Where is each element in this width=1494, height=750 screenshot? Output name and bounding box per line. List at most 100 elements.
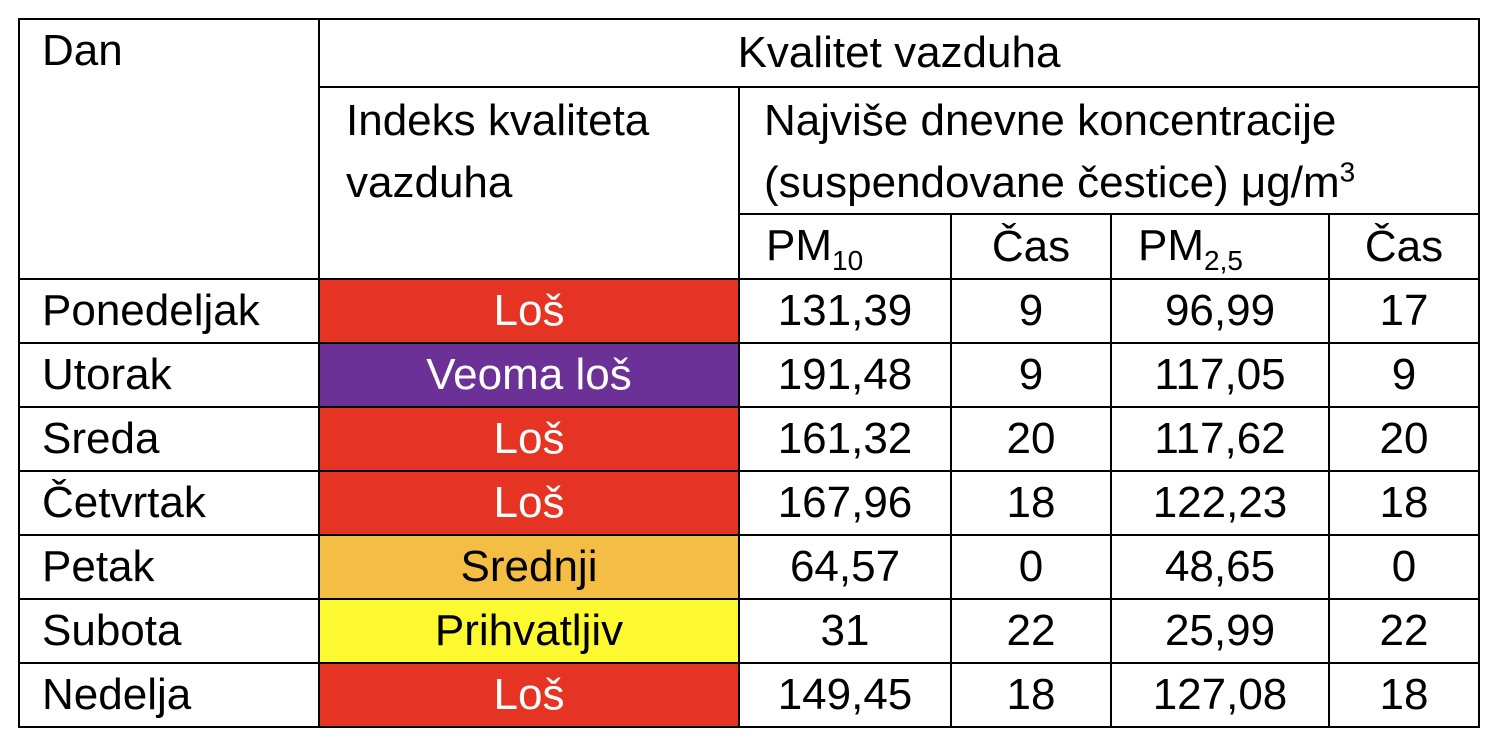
value: 22 [1379, 606, 1429, 655]
value: 0 [1391, 542, 1417, 591]
value: 127,08 [1152, 670, 1288, 719]
header-air-quality: Kvalitet vazduha [318, 18, 1480, 88]
value: 17 [1379, 286, 1429, 335]
value: 96,99 [1164, 286, 1276, 335]
header-time: Čas [950, 213, 1112, 280]
header-text: Kvalitet vazduha [737, 28, 1061, 77]
index-label: Loš [493, 670, 565, 719]
value: 117,62 [1154, 414, 1286, 463]
value-cell: 191,48 [738, 342, 952, 408]
day-cell: Petak [18, 534, 320, 600]
value-cell: 167,96 [738, 470, 952, 536]
value: 25,99 [1164, 606, 1276, 655]
value: 131,39 [777, 286, 913, 335]
index-cell: Loš [318, 278, 740, 344]
day-cell: Ponedeljak [18, 278, 320, 344]
day: Nedelja [42, 670, 192, 719]
value-cell: 20 [1328, 406, 1480, 472]
index-cell: Veoma loš [318, 342, 740, 408]
value: 64,57 [789, 542, 901, 591]
value-cell: 64,57 [738, 534, 952, 600]
index-label: Loš [493, 286, 565, 335]
value-cell: 18 [950, 662, 1112, 728]
value: 48,65 [1164, 542, 1276, 591]
value-cell: 20 [950, 406, 1112, 472]
day-cell: Nedelja [18, 662, 320, 728]
index-cell: Loš [318, 406, 740, 472]
value-cell: 31 [738, 598, 952, 664]
header-text: Čas [1364, 221, 1444, 271]
value-cell: 9 [950, 278, 1112, 344]
value-cell: 117,62 [1110, 406, 1330, 472]
value: 9 [1018, 350, 1044, 399]
value: 20 [1379, 414, 1429, 463]
value: 161,32 [777, 414, 913, 463]
subscript: 10 [832, 244, 864, 276]
value-cell: 25,99 [1110, 598, 1330, 664]
value-cell: 122,23 [1110, 470, 1330, 536]
day-cell: Sreda [18, 406, 320, 472]
value-cell: 9 [1328, 342, 1480, 408]
value-cell: 18 [1328, 470, 1480, 536]
header-line: Indeks kvaliteta [346, 96, 650, 145]
day-cell: Utorak [18, 342, 320, 408]
header-concentration: Najviše dnevne koncentracije (suspendovan… [738, 86, 1480, 215]
value: 22 [1006, 606, 1056, 655]
value: 18 [1006, 670, 1056, 719]
index-label: Veoma loš [426, 350, 632, 399]
header-pm10: PM10 [738, 213, 952, 280]
value: 122,23 [1152, 478, 1288, 527]
value: 191,48 [777, 350, 913, 399]
header-text: Dan [42, 26, 123, 75]
value: 117,05 [1154, 350, 1286, 399]
value: 20 [1006, 414, 1056, 463]
header-line: Najviše dnevne koncentracije [764, 96, 1337, 145]
day-cell: Četvrtak [18, 470, 320, 536]
index-label: Loš [493, 478, 565, 527]
value: 9 [1391, 350, 1417, 399]
header-line: vazduha [346, 158, 513, 207]
value-cell: 18 [1328, 662, 1480, 728]
value: 167,96 [777, 478, 913, 527]
header-text: Čas [991, 221, 1071, 271]
day: Četvrtak [42, 478, 206, 527]
subscript: 2,5 [1204, 244, 1243, 276]
unit-superscript: 3 [1339, 156, 1356, 188]
index-cell: Prihvatljiv [318, 598, 740, 664]
index-cell: Srednji [318, 534, 740, 600]
index-cell: Loš [318, 662, 740, 728]
index-cell: Loš [318, 470, 740, 536]
day-cell: Subota [18, 598, 320, 664]
header-time: Čas [1328, 213, 1480, 280]
index-label: Srednji [460, 542, 598, 591]
value-cell: 48,65 [1110, 534, 1330, 600]
value-cell: 18 [950, 470, 1112, 536]
value-cell: 127,08 [1110, 662, 1330, 728]
value-cell: 9 [950, 342, 1112, 408]
header-text: PM [766, 221, 832, 270]
value: 31 [820, 606, 870, 655]
header-index: Indeks kvaliteta vazduha [318, 86, 740, 280]
header-day: Dan [18, 18, 320, 280]
header-pm25: PM2,5 [1110, 213, 1330, 280]
value: 9 [1018, 286, 1044, 335]
value-cell: 22 [1328, 598, 1480, 664]
day: Petak [42, 542, 155, 591]
index-label: Loš [493, 414, 565, 463]
value-cell: 117,05 [1110, 342, 1330, 408]
value-cell: 149,45 [738, 662, 952, 728]
value-cell: 0 [950, 534, 1112, 600]
header-line-text: (suspendovane čestice) μg/m [764, 158, 1340, 207]
header-text: PM [1138, 221, 1204, 270]
value-cell: 0 [1328, 534, 1480, 600]
value-cell: 22 [950, 598, 1112, 664]
value: 18 [1379, 478, 1429, 527]
value-cell: 131,39 [738, 278, 952, 344]
value-cell: 17 [1328, 278, 1480, 344]
value-cell: 161,32 [738, 406, 952, 472]
value: 18 [1006, 478, 1056, 527]
day: Ponedeljak [42, 286, 260, 335]
day: Subota [42, 606, 182, 655]
value: 149,45 [777, 670, 913, 719]
